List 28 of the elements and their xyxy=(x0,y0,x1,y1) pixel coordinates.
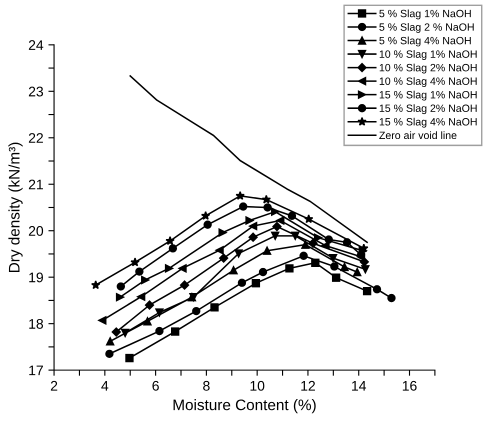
y-tick-label: 23 xyxy=(28,86,44,96)
legend-label: 15 % Slag 1% NaOH xyxy=(380,90,477,101)
legend-label: 5 % Slag 2 % NaOH xyxy=(379,23,474,33)
legend-label: 15 % Slag 4% NaOH xyxy=(380,118,477,128)
y-tick-label: 24 xyxy=(28,40,44,50)
y-tick-label: 17 xyxy=(29,366,43,376)
x-tick-label: 14 xyxy=(352,381,366,391)
x-tick-label: 10 xyxy=(250,380,264,391)
x-tick-label: 2 xyxy=(50,380,58,391)
legend-label: 5 % Slag 1% NaOH xyxy=(379,10,471,20)
x-axis-title: Moisture Content (%) xyxy=(174,399,316,414)
legend-label: 5 % Slag 4% NaOH xyxy=(379,36,471,46)
y-tick-label: 18 xyxy=(29,318,44,329)
x-tick-label: 12 xyxy=(301,380,315,391)
y-tick-label: 21 xyxy=(28,180,43,190)
legend-label: Zero air void line xyxy=(379,131,456,140)
legend-label: 10 % Slag 4% NaOH xyxy=(380,77,477,88)
x-tick-label: 16 xyxy=(402,380,417,391)
y-tick-label: 22 xyxy=(28,133,43,143)
y-tick-label: 20 xyxy=(28,226,44,236)
x-tick-label: 8 xyxy=(203,380,210,391)
legend-label: 15 % Slag 2% NaOH xyxy=(380,104,477,114)
x-tick-label: 6 xyxy=(152,380,159,391)
legend-label: 10 % Slag 1% NaOH xyxy=(380,50,477,60)
y-axis-title: Dry density (kN/m³) xyxy=(8,142,23,272)
legend-label: 10 % Slag 2% NaOH xyxy=(380,64,477,74)
y-tick-label: 19 xyxy=(29,272,43,282)
x-tick-label: 4 xyxy=(101,381,108,391)
